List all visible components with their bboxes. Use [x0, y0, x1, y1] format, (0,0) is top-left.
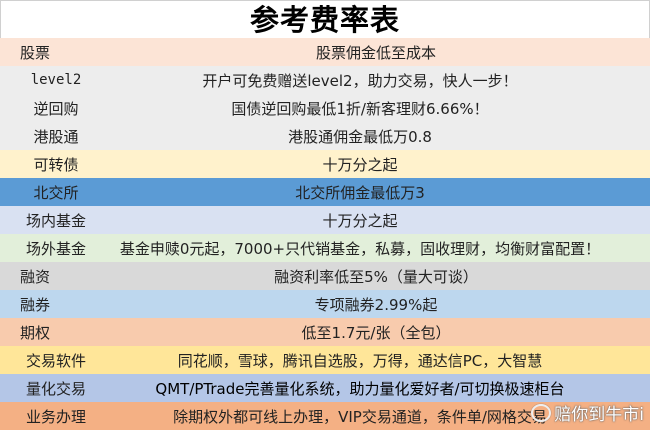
row-value: 基金申赎0元起，7000+只代销基金，私募，固收理财，均衡财富配置！: [119, 239, 601, 258]
row-label: 期权: [20, 323, 51, 342]
row-label: level2: [30, 72, 82, 88]
row-value: 融资利率低至5%（量大可谈）: [274, 267, 478, 286]
table-row: 股票 股票佣金低至成本: [0, 38, 650, 66]
row-label: 融券: [20, 295, 51, 314]
watermark-text: 赔你到牛市i: [554, 405, 644, 425]
row-label: 交易软件: [25, 351, 86, 370]
table-row: 场内基金 十万分之起: [0, 206, 650, 234]
row-value: 国债逆回购最低1折/新客理财6.66%！: [231, 99, 489, 118]
table-row: 量化交易 QMT/PTrade完善量化系统，助力量化爱好者/可切换极速柜台: [0, 374, 650, 402]
row-value: 同花顺，雪球，腾讯自选股，万得，通达信PC，大智慧: [177, 351, 543, 370]
row-label: 港股通: [33, 127, 79, 146]
row-label: 场内基金: [25, 211, 86, 230]
row-label: 融资: [20, 267, 51, 286]
row-label: 场外基金: [25, 239, 86, 258]
table-row: 可转债 十万分之起: [0, 150, 650, 178]
weibo-icon: [531, 403, 552, 422]
row-value: 低至1.7元/张（全包）: [301, 323, 451, 342]
row-value: 港股通佣金最低万0.8: [288, 127, 432, 146]
row-value: 北交所佣金最低万3: [295, 183, 425, 202]
fee-table: 股票 股票佣金低至成本 level2 开户可免费赠送level2，助力交易，快人一步！…: [0, 38, 650, 430]
row-value: 股票佣金低至成本: [315, 43, 436, 62]
table-row: 北交所 北交所佣金最低万3: [0, 178, 650, 206]
table-row: 融券 专项融券2.99%起: [0, 290, 650, 318]
row-value: 专项融券2.99%起: [314, 295, 438, 314]
page-title: 参考费率表: [0, 0, 650, 38]
table-row: 期权 低至1.7元/张（全包）: [0, 318, 650, 346]
table-row: 港股通 港股通佣金最低万0.8: [0, 122, 650, 150]
row-value: QMT/PTrade完善量化系统，助力量化爱好者/可切换极速柜台: [155, 379, 565, 398]
row-value: 除期权外都可线上办理，VIP交易通道，条件单/网格交易: [173, 407, 547, 426]
table-row: 场外基金 基金申赎0元起，7000+只代销基金，私募，固收理财，均衡财富配置！: [0, 234, 650, 262]
row-label: 北交所: [33, 183, 79, 202]
row-label: 逆回购: [33, 99, 79, 118]
row-label: 量化交易: [25, 379, 86, 398]
table-row: 融资 融资利率低至5%（量大可谈）: [0, 262, 650, 290]
watermark: 赔你到牛市i: [531, 400, 644, 425]
row-value: 开户可免费赠送level2，助力交易，快人一步！: [202, 71, 518, 90]
row-value: 十万分之起: [322, 211, 398, 230]
row-label: 股票: [20, 43, 51, 62]
row-label: 业务办理: [25, 407, 86, 426]
table-row: level2 开户可免费赠送level2，助力交易，快人一步！: [0, 66, 650, 94]
row-label: 可转债: [33, 155, 79, 174]
row-value: 十万分之起: [322, 155, 398, 174]
table-row: 逆回购 国债逆回购最低1折/新客理财6.66%！: [0, 94, 650, 122]
table-row: 交易软件 同花顺，雪球，腾讯自选股，万得，通达信PC，大智慧: [0, 346, 650, 374]
